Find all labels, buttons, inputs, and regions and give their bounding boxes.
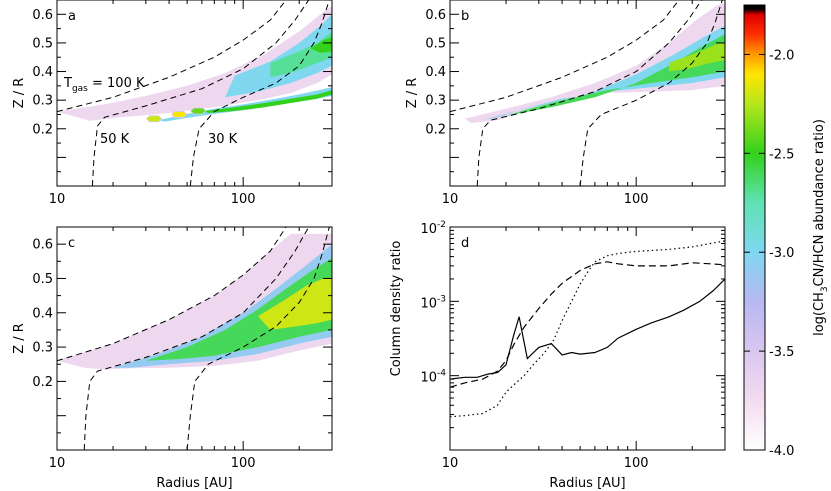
y-tick-label: 0.4 [425, 65, 446, 80]
series-line-solid [450, 278, 725, 380]
y-tick-label: 0.6 [32, 238, 53, 253]
panel-label: b [461, 9, 469, 24]
panels: 10 100 0.2 0.3 0.4 0.5 0.6 Z / R a Tgas = 100 K 50… [12, 0, 726, 491]
axes-frame [56, 0, 333, 187]
y-axis-label: Z / R [12, 78, 27, 109]
y-tick-label: 0.2 [32, 375, 53, 390]
series-line-dotted [450, 240, 725, 418]
temperature-contour [83, 227, 310, 450]
colorbar: -2.0 -2.5 -3.0 -3.5 -4.0 log(CH3CN/HCN abunda… [743, 4, 830, 459]
plot-area-c [57, 227, 332, 450]
y-axis-label: Z / R [12, 323, 27, 354]
temperature-contour [186, 227, 330, 450]
panel-c: 10 100 0.2 0.3 0.4 0.5 0.6 Z / R Radius [AU] c [12, 226, 333, 491]
emission-island [145, 115, 163, 123]
plot-area-b [450, 0, 725, 186]
temperature-contour [91, 0, 310, 186]
x-axis-label: Radius [AU] [549, 476, 625, 491]
series-line-dashed [450, 261, 725, 388]
temperature-contour [450, 0, 680, 113]
y-axis-label: Z / R [405, 78, 420, 109]
y-tick-label: 10-4 [420, 369, 446, 386]
temperature-contour [476, 0, 703, 186]
colorbar-tick-label: -2.0 [769, 48, 794, 63]
temperature-contour [579, 0, 723, 186]
y-tick-label: 0.3 [32, 341, 53, 356]
x-tick-label: 10 [49, 192, 66, 207]
colorbar-tick-label: -3.5 [769, 345, 794, 360]
x-tick-label: 10 [49, 456, 66, 471]
colorbar-tick-label: -3.0 [769, 246, 794, 261]
x-tick-label: 100 [624, 192, 649, 207]
y-tick-label: 0.2 [425, 122, 446, 137]
x-tick-label: 10 [442, 192, 459, 207]
x-tick-label: 100 [624, 456, 649, 471]
panel-label: c [68, 236, 75, 251]
emission-band [270, 31, 332, 78]
x-tick-label: 100 [231, 456, 256, 471]
x-tick-label: 100 [231, 192, 256, 207]
emission-band [57, 5, 332, 121]
panel-d: 10 100 10-4 10-3 10-2 Column density ratio Rad… [389, 220, 726, 491]
temperature-contour [57, 0, 287, 113]
panel-label: a [68, 9, 76, 24]
panel-label: d [461, 236, 469, 251]
annotation-30k: 30 K [208, 132, 238, 147]
colorbar-tick-label: -2.5 [769, 147, 794, 162]
plot-area-d [450, 240, 725, 418]
temperature-contour [189, 0, 330, 186]
emission-island [171, 111, 188, 118]
y-tick-label: 10-2 [420, 220, 446, 237]
y-tick-label: 0.5 [32, 272, 53, 287]
temperature-contour [57, 227, 287, 362]
colorbar-ramp [743, 4, 766, 451]
y-tick-label: 0.2 [32, 122, 53, 137]
y-tick-label: 0.5 [425, 36, 446, 51]
emission-band [225, 14, 332, 98]
y-tick-label: 0.3 [32, 94, 53, 109]
x-axis-label: Radius [AU] [156, 476, 232, 491]
emission-band [145, 257, 332, 361]
colorbar-label: log(CH3CN/HCN abundance ratio) [812, 119, 830, 336]
emission-band [506, 34, 725, 116]
emission-band [310, 37, 332, 53]
annotation-50k: 50 K [100, 132, 130, 147]
y-tick-label: 0.4 [32, 306, 53, 321]
axes-frame [449, 0, 726, 187]
y-tick-label: 0.4 [32, 65, 53, 80]
panel-b: 10 100 0.2 0.3 0.4 0.5 0.6 Z / R b [405, 0, 726, 207]
panel-a: 10 100 0.2 0.3 0.4 0.5 0.6 Z / R a Tgas = 100 K 50… [12, 0, 333, 207]
axes-frame [56, 226, 333, 451]
axes-frame [449, 226, 726, 451]
emission-band [204, 90, 332, 113]
plot-area-a [57, 0, 332, 186]
emission-band [257, 278, 332, 330]
y-axis-label: Column density ratio [389, 241, 404, 377]
x-tick-label: 10 [442, 456, 459, 471]
annotation-tgas: Tgas = 100 K [63, 76, 145, 94]
y-tick-label: 0.6 [32, 8, 53, 23]
y-tick-label: 0.3 [425, 94, 446, 109]
emission-island [190, 107, 207, 115]
y-tick-label: 0.5 [32, 36, 53, 51]
y-tick-label: 10-3 [420, 294, 446, 311]
colorbar-tick-label: -4.0 [769, 444, 794, 459]
y-tick-label: 0.6 [425, 8, 446, 23]
